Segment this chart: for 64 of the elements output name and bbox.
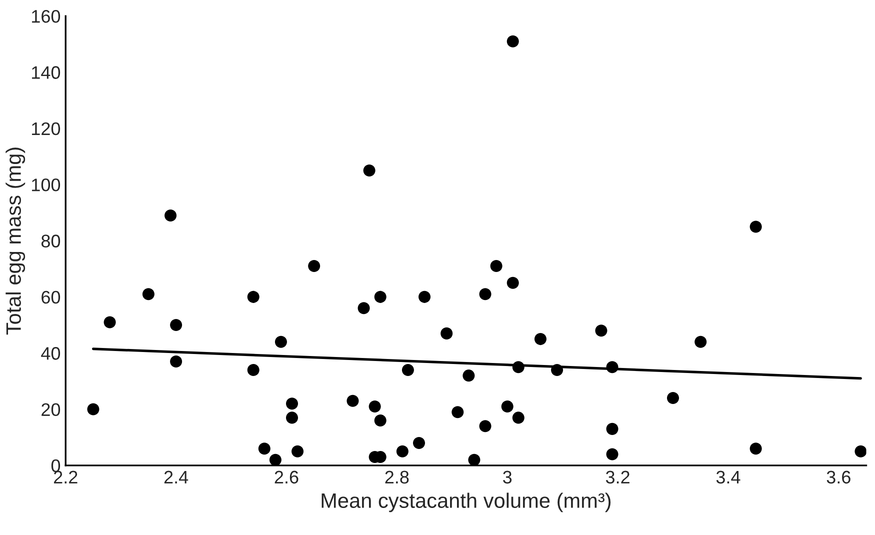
y-tick-label: 20 [42, 403, 60, 416]
point [374, 414, 386, 427]
point [440, 327, 453, 340]
x-tick-label: 3.4 [716, 470, 740, 484]
point [694, 336, 707, 348]
point [286, 398, 298, 410]
point [308, 260, 320, 272]
y-tick-label: 100 [32, 178, 60, 192]
point [358, 302, 370, 314]
point [506, 35, 519, 48]
x-tick-label: 3.2 [606, 470, 630, 484]
x-tick-label: 3 [503, 470, 512, 484]
point [750, 220, 762, 233]
point [854, 445, 866, 458]
point [412, 436, 426, 449]
point [269, 454, 282, 466]
point [606, 448, 618, 460]
point [418, 290, 431, 303]
point [170, 319, 182, 332]
point [396, 445, 408, 458]
point [170, 356, 182, 368]
point [479, 420, 492, 432]
point [363, 164, 376, 177]
point [368, 400, 381, 412]
x-tick-label: 2.8 [385, 470, 409, 484]
point [666, 392, 680, 404]
y-tick-label: 60 [42, 290, 60, 304]
point [606, 422, 618, 435]
point [512, 412, 524, 424]
y-tick-label: 140 [32, 66, 60, 79]
x-tick-label: 2.4 [164, 470, 188, 484]
point [346, 394, 359, 407]
point [479, 288, 492, 300]
point [258, 442, 270, 455]
x-tick-label: 2.6 [274, 470, 298, 484]
point [402, 364, 414, 376]
point [452, 406, 464, 418]
point [274, 336, 287, 348]
point [247, 364, 260, 376]
x-axis-title: Mean cystacanth volume (mm³) [322, 492, 611, 512]
point [462, 370, 475, 382]
point [286, 412, 298, 424]
y-tick-label: 120 [32, 122, 60, 136]
point [534, 333, 546, 346]
point [292, 445, 304, 458]
point [87, 403, 100, 416]
y-tick-label: 80 [41, 234, 60, 248]
point [490, 260, 502, 272]
point [506, 276, 519, 289]
y-tick-label: 40 [41, 347, 60, 360]
point [501, 400, 514, 412]
point [750, 442, 762, 455]
point [374, 290, 386, 303]
point [142, 288, 154, 300]
x-tick-label: 3.6 [826, 470, 850, 484]
point [247, 290, 260, 303]
point [468, 454, 480, 466]
point [595, 324, 608, 337]
point [164, 209, 177, 222]
point [104, 316, 116, 328]
y-tick-label: 0 [51, 459, 60, 472]
y-tick-label: 160 [32, 10, 60, 23]
y-axis-title: Total egg mass (mg) [6, 148, 26, 335]
x-tick-label: 2.2 [54, 470, 78, 484]
